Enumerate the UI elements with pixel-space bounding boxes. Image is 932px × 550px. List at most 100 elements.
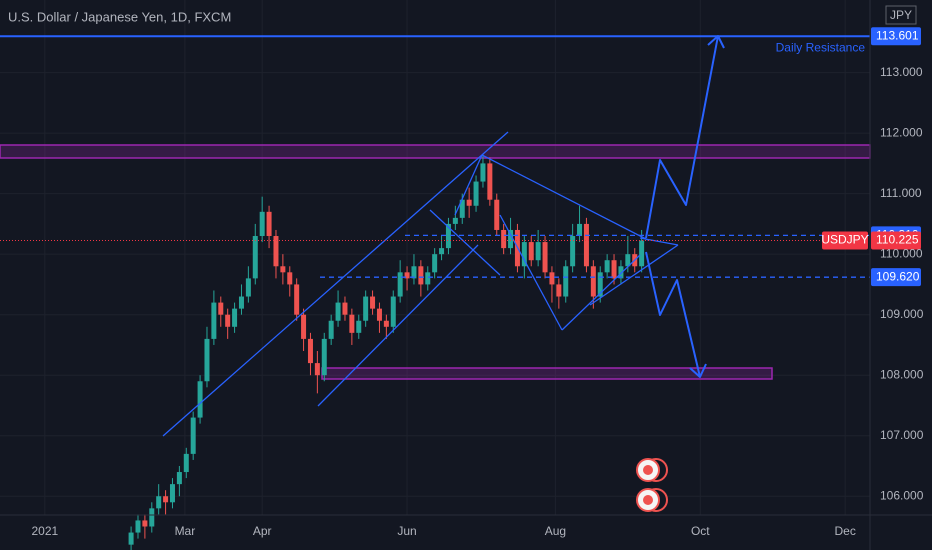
symbol: USDJPY [821, 233, 868, 247]
candle-body [501, 229, 507, 249]
channel-lower [317, 244, 479, 407]
candle-body [259, 211, 265, 237]
candle-body [425, 272, 431, 285]
diamond-cross [429, 209, 501, 276]
candles [128, 154, 645, 550]
diamond-lower-left [499, 214, 563, 331]
x-tick-label: Mar [175, 524, 196, 538]
bull-arrow [645, 35, 719, 239]
resistance-price: 113.601 [876, 28, 919, 42]
last-price: 110.225 [876, 233, 919, 247]
candle-body [459, 199, 465, 218]
candle-body [280, 266, 286, 273]
triangle-upper [481, 154, 649, 241]
y-tick-label: 110.000 [880, 246, 923, 260]
candle-body [135, 520, 141, 533]
diamond-lower-right [561, 254, 641, 331]
y-tick-label: 106.000 [880, 488, 924, 502]
candle-body [314, 363, 320, 376]
candle-body [397, 272, 403, 297]
y-tick-label: 112.000 [880, 125, 923, 139]
candle-body [321, 338, 327, 376]
candle-body [301, 314, 307, 339]
candle-body [363, 296, 369, 321]
chart-title: U.S. Dollar / Japanese Yen, 1D, FXCM [8, 9, 231, 24]
candle-body [432, 254, 438, 273]
candle-body [466, 199, 472, 206]
candle-body [128, 532, 134, 545]
candle-body [383, 320, 389, 327]
candle-body [549, 272, 555, 285]
candle-body [439, 248, 445, 255]
candle-body [639, 240, 645, 267]
y-tick-label: 111.000 [880, 186, 922, 200]
candle-body [211, 302, 217, 339]
x-tick-label: Oct [691, 524, 710, 538]
event-icon-dot [643, 495, 653, 505]
candle-body [328, 320, 334, 339]
candle-body [252, 236, 258, 279]
candle-body [528, 242, 534, 261]
y-tick-label: 107.000 [880, 428, 924, 442]
candle-body [169, 484, 175, 503]
resistance-price-box [871, 27, 921, 46]
x-tick-label: 2021 [31, 524, 58, 538]
candle-body [597, 272, 603, 297]
axes: 106.000 107.000 108.000 109.000 110.000 111.0… [31, 65, 923, 538]
candle-body [411, 266, 417, 279]
bear-arrow [645, 251, 701, 378]
candle-body [149, 508, 155, 527]
x-tick-label: Jun [397, 524, 416, 538]
candle-body [473, 181, 479, 206]
candle-body [487, 163, 493, 200]
candle-body [376, 308, 382, 321]
candle-body [183, 453, 189, 473]
candle-body [445, 223, 451, 249]
level-price-box [871, 268, 921, 287]
x-tick-label: Aug [545, 524, 566, 538]
resistance-name: Daily Resistance [776, 40, 866, 54]
candle-body [273, 236, 279, 267]
candle-body [618, 266, 624, 279]
candle-body [404, 272, 410, 279]
candle-body [238, 296, 244, 309]
currency-box [885, 5, 917, 25]
candle-body [604, 260, 610, 273]
candle-body [232, 308, 238, 327]
candle-body [370, 296, 376, 309]
candle-body [142, 520, 148, 527]
supply-zone [0, 144, 871, 159]
candle-body [294, 284, 300, 315]
pattern-lines [162, 131, 679, 437]
candle-body [583, 223, 589, 267]
y-tick-label: 109.000 [880, 307, 924, 321]
currency: JPY [890, 8, 912, 22]
event-icons [636, 458, 668, 512]
candle-body [480, 163, 486, 182]
candle-body [390, 296, 396, 327]
candle-body [611, 260, 617, 279]
candle-body [625, 254, 631, 267]
demand-zone [321, 367, 773, 380]
candle-body [307, 338, 313, 364]
candle-body [245, 278, 251, 297]
candle-body [494, 199, 500, 230]
candle-body [156, 496, 162, 509]
x-tick-label: Dec [834, 524, 855, 538]
candle-body [590, 266, 596, 297]
candle-body [349, 314, 355, 333]
y-tick-label: 108.000 [880, 367, 924, 381]
candle-body [563, 266, 569, 297]
last-price-box [871, 231, 921, 250]
candle-body [521, 242, 527, 267]
candle-body [266, 211, 272, 237]
candle-body [418, 266, 424, 285]
candle-body [225, 314, 231, 327]
candle-body [577, 223, 583, 237]
candle-body [190, 417, 196, 454]
candle-body [342, 302, 348, 315]
candle-body [218, 302, 224, 315]
bear-arrowhead [689, 363, 707, 378]
